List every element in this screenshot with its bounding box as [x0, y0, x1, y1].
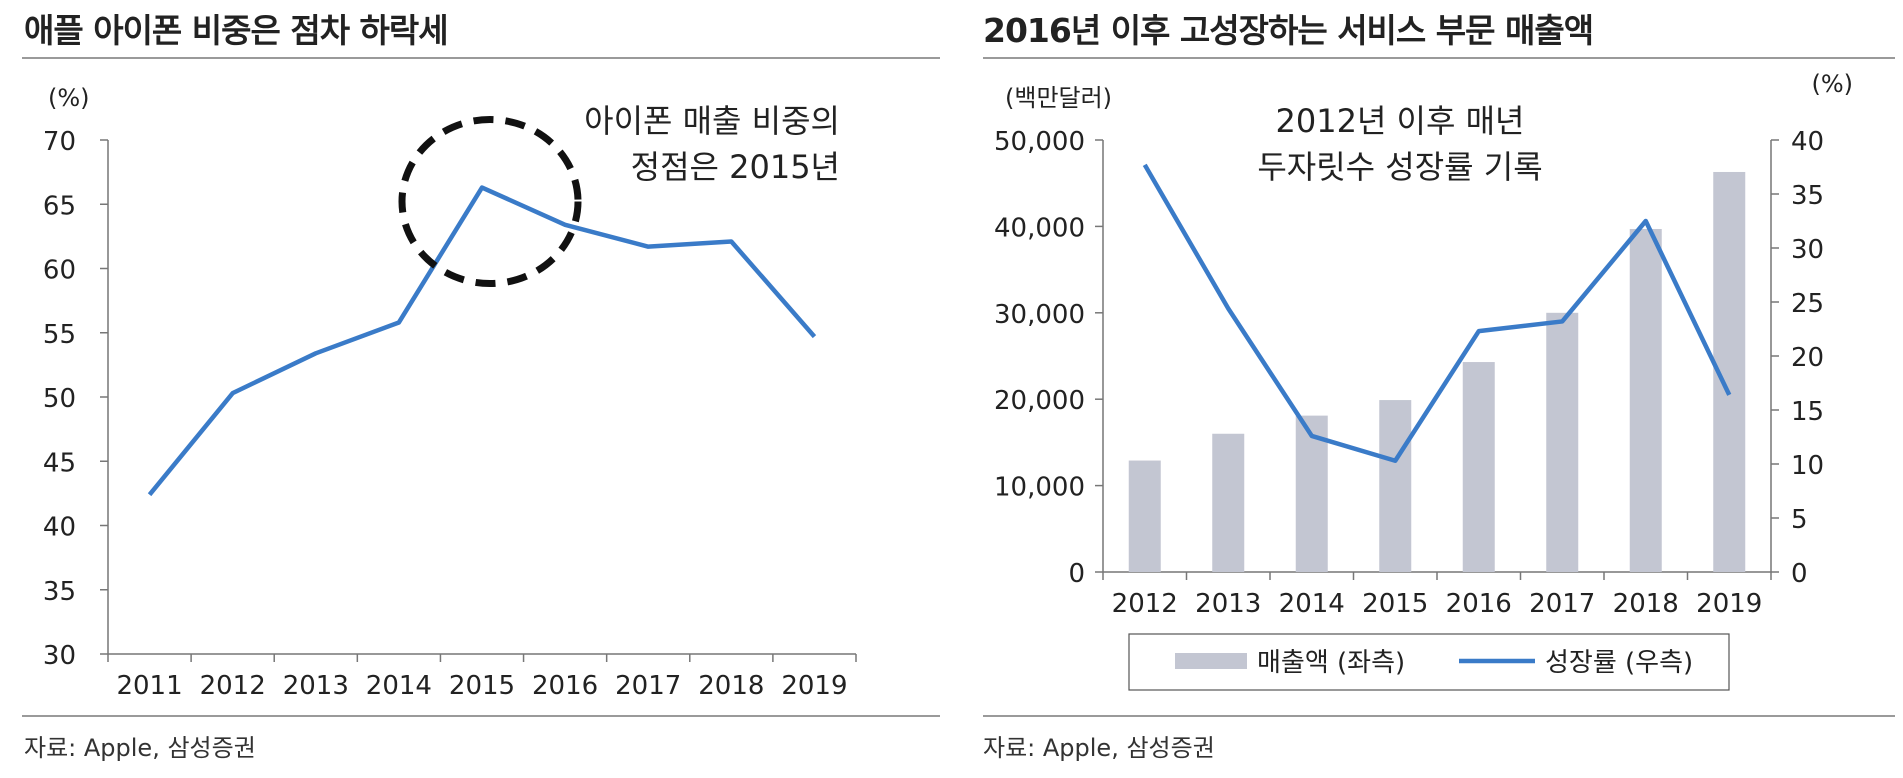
left-y-tick-label: 45	[43, 448, 76, 478]
right-x-tick-label: 2018	[1613, 589, 1679, 619]
right-revenue-bar	[1379, 400, 1412, 572]
right-left-y-tick-label: 20,000	[994, 386, 1085, 416]
right-chart-title: 2016년 이후 고성장하는 서비스 부문 매출액	[983, 11, 1594, 50]
right-growth-line	[1142, 163, 1732, 464]
left-y-tick-label: 55	[43, 320, 76, 350]
right-legend-bar-swatch	[1175, 653, 1247, 669]
left-y-tick-label: 30	[43, 641, 76, 671]
left-title-rule	[22, 57, 940, 59]
right-right-y-tick-label: 25	[1791, 289, 1824, 319]
right-right-y-tick-label: 15	[1791, 397, 1824, 427]
left-y-tick-label: 50	[43, 384, 76, 414]
right-x-tick-label: 2015	[1362, 589, 1428, 619]
left-source-rule	[22, 715, 940, 717]
right-title-rule	[983, 57, 1895, 59]
left-x-tick-label: 2017	[615, 671, 681, 701]
right-revenue-bar	[1212, 433, 1245, 572]
left-y-tick-label: 60	[43, 256, 76, 286]
right-x-tick-label: 2013	[1195, 589, 1261, 619]
left-x-tick-label: 2011	[116, 671, 182, 701]
right-revenue-bar	[1295, 415, 1328, 572]
right-revenue-bar	[1462, 362, 1495, 572]
right-legend-bar-label: 매출액 (좌측)	[1257, 648, 1405, 678]
left-x-tick-label: 2014	[366, 671, 432, 701]
left-y-tick-label: 35	[43, 577, 76, 607]
right-right-y-tick-label: 5	[1791, 505, 1808, 535]
left-x-tick-label: 2018	[698, 671, 764, 701]
right-x-tick-label: 2017	[1529, 589, 1595, 619]
right-left-y-tick-label: 50,000	[994, 127, 1085, 157]
right-left-y-tick-label: 10,000	[994, 473, 1085, 503]
right-source-rule	[983, 715, 1895, 717]
right-x-tick-label: 2019	[1696, 589, 1762, 619]
left-series-line	[147, 185, 817, 497]
right-legend-line-label: 성장률 (우측)	[1545, 648, 1693, 678]
right-x-tick-label: 2014	[1279, 589, 1345, 619]
left-y-unit-label: (%)	[48, 84, 90, 112]
right-right-y-tick-label: 10	[1791, 451, 1824, 481]
right-revenue-bar	[1546, 312, 1579, 572]
left-y-tick-label: 70	[43, 127, 76, 157]
right-annotation-line-1: 2012년 이후 매년	[1276, 102, 1525, 140]
right-source: 자료: Apple, 삼성증권	[983, 734, 1215, 762]
right-left-y-tick-label: 30,000	[994, 300, 1085, 330]
left-peak-highlight-circle	[398, 116, 582, 288]
right-revenue-bar	[1629, 228, 1662, 572]
right-right-y-tick-label: 0	[1791, 559, 1808, 589]
right-right-y-tick-label: 35	[1791, 181, 1824, 211]
right-left-unit-label: (백만달러)	[1005, 84, 1112, 112]
right-combo-chart: (백만달러) (%) 0 10,000 20,000 30,000 40,000 50,000…	[994, 70, 1853, 691]
left-y-tick-label: 65	[43, 191, 76, 221]
right-x-tick-label: 2016	[1446, 589, 1512, 619]
right-chart-panel: 2016년 이후 고성장하는 서비스 부문 매출액 (백만달러) (%) 0 10,0…	[975, 0, 1903, 778]
left-x-tick-label: 2016	[532, 671, 598, 701]
right-right-y-tick-label: 20	[1791, 343, 1824, 373]
left-y-tick-label: 40	[43, 513, 76, 543]
right-left-y-tick-label: 0	[1068, 559, 1085, 589]
right-revenue-bar	[1128, 460, 1161, 572]
left-x-tick-label: 2015	[449, 671, 515, 701]
left-line-chart: (%) 30 35 40 45 50 55 60 65 70 2011 2012 2013 2014 201…	[43, 84, 857, 701]
right-right-y-tick-label: 30	[1791, 235, 1824, 265]
right-x-tick-label: 2012	[1112, 589, 1178, 619]
right-annotation-line-2: 두자릿수 성장률 기록	[1257, 148, 1542, 186]
left-chart-panel: 애플 아이폰 비중은 점차 하락세 (%) 30 35 40 45 50 55 60 65 70 2…	[0, 0, 940, 778]
right-right-y-tick-label: 40	[1791, 127, 1824, 157]
left-source: 자료: Apple, 삼성증권	[24, 734, 256, 762]
left-annotation-line-1: 아이폰 매출 비중의	[584, 102, 840, 140]
right-right-unit-label: (%)	[1811, 70, 1853, 98]
left-chart-title: 애플 아이폰 비중은 점차 하락세	[24, 11, 449, 50]
left-x-tick-label: 2019	[781, 671, 847, 701]
left-x-tick-label: 2012	[200, 671, 266, 701]
right-left-y-tick-label: 40,000	[994, 213, 1085, 243]
left-x-tick-label: 2013	[283, 671, 349, 701]
left-annotation-line-2: 정점은 2015년	[631, 148, 840, 186]
